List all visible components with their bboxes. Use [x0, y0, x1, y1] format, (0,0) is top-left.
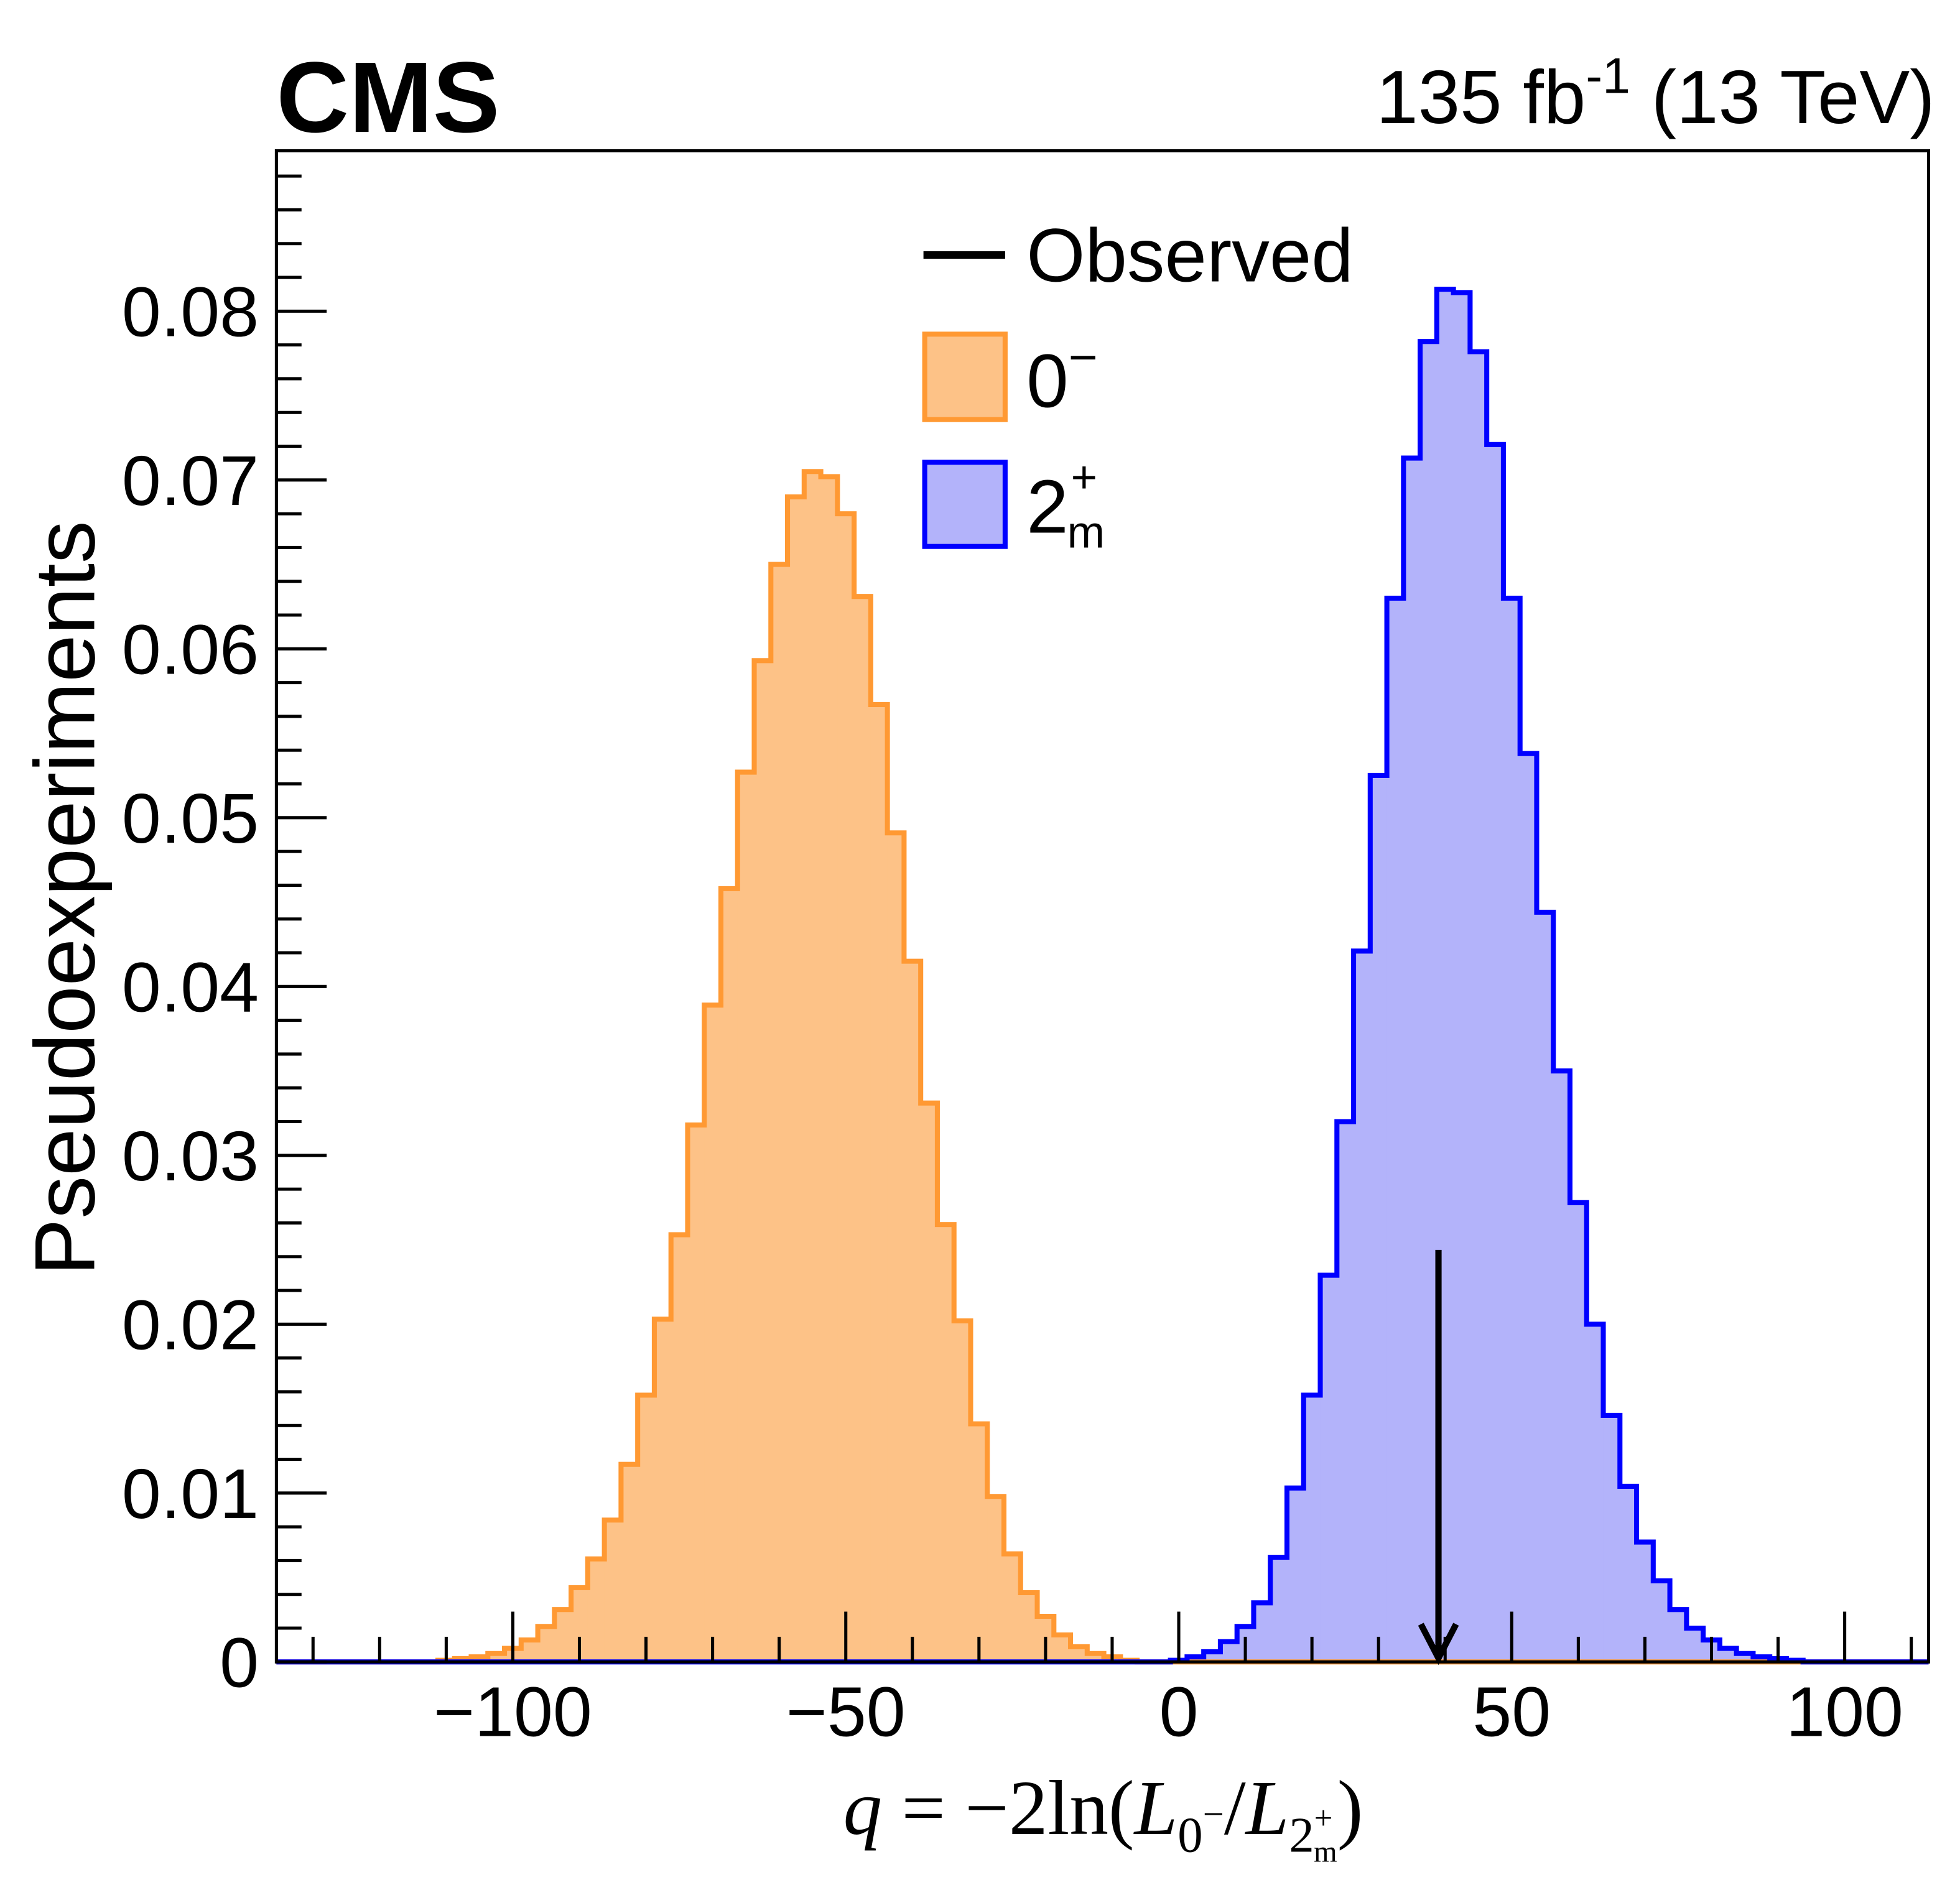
- bin-2mplus: [1337, 1121, 1354, 1662]
- x-tick-label: −100: [434, 1672, 592, 1751]
- bin-2mplus: [1354, 951, 1371, 1662]
- bin-2mplus: [1320, 1275, 1337, 1662]
- plot-frame: [274, 149, 1931, 1664]
- axis-ticks: [276, 174, 1913, 1664]
- x-tick-label: 0: [1159, 1672, 1199, 1751]
- bin-0minus: [887, 833, 905, 1662]
- bin-2mplus: [1420, 341, 1437, 1662]
- observed-arrow: [1418, 1249, 1459, 1665]
- bin-0minus: [587, 1558, 605, 1662]
- legend-0minus-swatch: [922, 331, 1008, 422]
- observed-arrow-head: [1418, 1623, 1459, 1665]
- bin-2mplus: [1503, 598, 1521, 1662]
- bin-2mplus: [1303, 1395, 1321, 1662]
- bin-0minus: [854, 596, 871, 1662]
- y-tick-label: 0.06: [122, 611, 259, 689]
- bin-2mplus: [1470, 351, 1487, 1662]
- y-tick-label: 0: [220, 1624, 259, 1702]
- bin-0minus: [870, 704, 888, 1662]
- bin-0minus: [754, 660, 771, 1662]
- bin-2mplus: [1370, 775, 1388, 1662]
- bin-0minus: [471, 1657, 488, 1662]
- legend-observed-label: Observed: [1026, 213, 1353, 297]
- y-tick-label: 0.08: [122, 273, 259, 351]
- bin-0minus: [638, 1395, 655, 1662]
- experiment-label: CMS: [276, 42, 499, 154]
- y-tick-label: 0.04: [122, 948, 259, 1027]
- bin-0minus: [837, 514, 855, 1662]
- y-tick-label: 0.01: [122, 1455, 259, 1533]
- bin-2mplus: [1220, 1641, 1238, 1662]
- luminosity-label: 135 fb-1 (13 TeV): [1376, 49, 1934, 139]
- bin-2mplus: [1386, 598, 1404, 1662]
- x-axis-label: q = −2ln(L0−/L2+ m): [843, 1765, 1363, 1868]
- bin-2mplus: [1187, 1657, 1204, 1662]
- y-axis-label: Pseudoexperiments: [17, 521, 113, 1276]
- bin-0minus: [621, 1464, 638, 1662]
- y-tick-label: 0.07: [122, 442, 259, 520]
- y-tick-label: 0.02: [122, 1286, 259, 1364]
- bin-0minus: [654, 1319, 672, 1662]
- legend-2mplus-swatch: [922, 460, 1008, 549]
- legend: Observed 0− 2 + m: [922, 213, 1354, 558]
- bin-2mplus: [1270, 1557, 1288, 1662]
- histogram-bins: [437, 289, 1804, 1662]
- x-tick-label: −50: [786, 1672, 906, 1751]
- bin-0minus: [737, 772, 755, 1662]
- outline-2mplus: [276, 287, 1929, 1665]
- bin-2mplus: [1286, 1488, 1304, 1662]
- legend-2mplus-label: 2 + m: [1026, 452, 1105, 558]
- bin-2mplus: [1204, 1652, 1221, 1662]
- bin-0minus: [554, 1609, 572, 1662]
- bin-2mplus: [1487, 444, 1504, 1662]
- bin-0minus: [787, 496, 805, 1662]
- axis-tick-labels: −100 −50 0 50 100 0 0.01 0.02 0.03 0.04 0.05 0.06 0.…: [122, 273, 1903, 1751]
- bin-0minus: [820, 476, 838, 1662]
- bin-2mplus: [1753, 1657, 1770, 1662]
- bin-0minus: [720, 888, 738, 1662]
- bin-0minus: [537, 1626, 555, 1662]
- bin-0minus: [687, 1124, 705, 1662]
- legend-0minus-label: 0−: [1026, 330, 1098, 424]
- y-tick-label: 0.03: [122, 1117, 259, 1195]
- histogram-outlines: [276, 287, 1929, 1665]
- bin-0minus: [804, 471, 822, 1662]
- x-tick-label: 100: [1786, 1672, 1903, 1751]
- bin-0minus: [771, 564, 788, 1662]
- bin-2mplus: [1719, 1648, 1737, 1662]
- y-tick-label: 0.05: [122, 779, 259, 858]
- outline-0minus: [276, 469, 1929, 1665]
- bin-2mplus: [1253, 1603, 1271, 1662]
- bin-0minus: [671, 1234, 689, 1662]
- x-tick-label: 50: [1472, 1672, 1551, 1751]
- bin-0minus: [521, 1640, 539, 1662]
- bin-0minus: [704, 1005, 722, 1662]
- bin-0minus: [604, 1520, 622, 1662]
- bin-2mplus: [1403, 458, 1421, 1662]
- bin-2mplus: [1453, 292, 1471, 1662]
